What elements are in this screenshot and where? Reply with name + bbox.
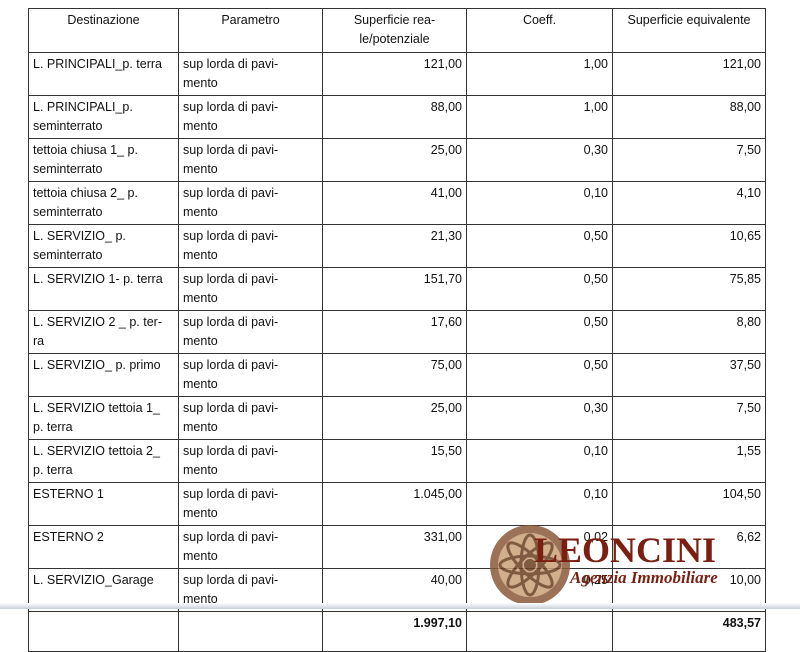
table-cell: 0,50 [466,224,613,268]
watermark-name: LEONCINI [534,530,716,570]
table-cell: 1.045,00 [322,482,467,526]
table-cell: 0,50 [466,267,613,311]
table-row: tettoia chiusa 1_ p. seminterrato sup lor… [28,138,766,182]
table-cell: sup lorda di pavi- mento [178,267,323,311]
table-cell: sup lorda di pavi- mento [178,181,323,225]
empty-cell [466,611,613,652]
table-cell: L. PRINCIPALI_p. seminterrato [28,95,179,139]
table-cell: 88,00 [322,95,467,139]
table-cell: 104,50 [612,482,766,526]
table-cell: 0,10 [466,439,613,483]
table-cell: 10,65 [612,224,766,268]
table-cell: 0,10 [466,482,613,526]
table-cell: 4,10 [612,181,766,225]
empty-cell [28,611,179,652]
table-row: L. PRINCIPALI_p. terra sup lorda di pavi-… [28,52,766,96]
table-row: tettoia chiusa 2_ p. seminterrato sup lor… [28,181,766,225]
header-cell: Superficie rea- le/potenziale [322,8,467,53]
table-cell: 21,30 [322,224,467,268]
table-cell: L. PRINCIPALI_p. terra [28,52,179,96]
table-cell: sup lorda di pavi- mento [178,95,323,139]
table-cell: sup lorda di pavi- mento [178,525,323,569]
table-cell: 75,00 [322,353,467,397]
table-cell: 37,50 [612,353,766,397]
watermark-subtitle: Agenzia Immobiliare [569,568,718,587]
table-cell: L. SERVIZIO 2 _ p. ter- ra [28,310,179,354]
table-cell: 7,50 [612,138,766,182]
table-row: L. PRINCIPALI_p. seminterrato sup lorda d… [28,95,766,139]
table-cell: 0,50 [466,353,613,397]
table-cell: 6,62 [612,525,766,569]
table-cell: 1,00 [466,52,613,96]
table-cell: 75,85 [612,267,766,311]
table-cell: sup lorda di pavi- mento [178,482,323,526]
table-cell: 1,55 [612,439,766,483]
table-cell: 0,10 [466,181,613,225]
table-cell: tettoia chiusa 2_ p. seminterrato [28,181,179,225]
header-row: Destinazione Parametro Superficie rea- le/… [28,8,766,53]
table-cell: sup lorda di pavi- mento [178,138,323,182]
table-cell: 151,70 [322,267,467,311]
table-cell: 7,50 [612,396,766,440]
table-row: L. SERVIZIO_ p. primo sup lorda di pavi- … [28,353,766,397]
empty-cell [178,611,323,652]
table-cell: L. SERVIZIO tettoia 1_ p. terra [28,396,179,440]
table-cell: 17,60 [322,310,467,354]
table-cell: 0,30 [466,396,613,440]
table-cell: 15,50 [322,439,467,483]
table-cell: 1,00 [466,95,613,139]
table-cell: 121,00 [322,52,467,96]
table-cell: 41,00 [322,181,467,225]
table-cell: 331,00 [322,525,467,569]
table-cell: sup lorda di pavi- mento [178,52,323,96]
table-cell: L. SERVIZIO 1- p. terra [28,267,179,311]
table-cell: L. SERVIZIO_ p. primo [28,353,179,397]
table-cell: 0,50 [466,310,613,354]
table-cell: sup lorda di pavi- mento [178,353,323,397]
table-cell: 88,00 [612,95,766,139]
surface-table: Destinazione Parametro Superficie rea- le/… [28,8,766,652]
header-cell: Coeff. [466,8,613,53]
table-row: L. SERVIZIO 2 _ p. ter- ra sup lorda di p… [28,310,766,354]
total-cell: 483,57 [612,611,766,652]
table-cell: sup lorda di pavi- mento [178,396,323,440]
table-cell: sup lorda di pavi- mento [178,439,323,483]
table-cell: 25,00 [322,138,467,182]
table-row: L. SERVIZIO tettoia 2_ p. terra sup lorda… [28,439,766,483]
table-row: ESTERNO 1 sup lorda di pavi- mento 1.045,0… [28,482,766,526]
table-row: L. SERVIZIO_ p. seminterrato sup lorda di… [28,224,766,268]
header-cell: Parametro [178,8,323,53]
table-row: L. SERVIZIO 1- p. terra sup lorda di pavi… [28,267,766,311]
header-cell: Destinazione [28,8,179,53]
page: {"table": { "header": ["Destinazione", "… [0,8,800,652]
table-cell: 0,30 [466,138,613,182]
table-cell: 121,00 [612,52,766,96]
table-cell: sup lorda di pavi- mento [178,310,323,354]
table-cell: L. SERVIZIO tettoia 2_ p. terra [28,439,179,483]
table-cell: L. SERVIZIO_ p. seminterrato [28,224,179,268]
table-cell: 25,00 [322,396,467,440]
table-cell: tettoia chiusa 1_ p. seminterrato [28,138,179,182]
bottom-edge [0,603,800,609]
total-row: 1.997,10 483,57 [28,611,766,652]
table-row: L. SERVIZIO tettoia 1_ p. terra sup lorda… [28,396,766,440]
table-cell: ESTERNO 1 [28,482,179,526]
total-cell: 1.997,10 [322,611,467,652]
table-cell: ESTERNO 2 [28,525,179,569]
watermark-logo: LEONCINI Agenzia Immobiliare [490,525,718,605]
header-cell: Superficie equivalente [612,8,766,53]
table-cell: 8,80 [612,310,766,354]
table-cell: sup lorda di pavi- mento [178,224,323,268]
